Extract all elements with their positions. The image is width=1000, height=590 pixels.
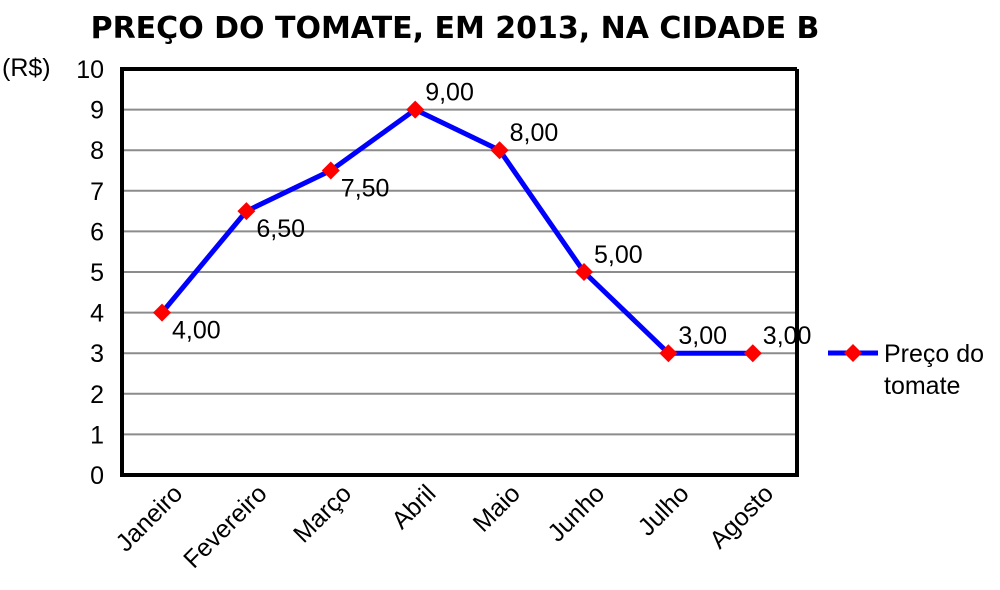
- data-point-marker: [743, 344, 762, 363]
- series-layer: [153, 100, 762, 363]
- data-label: 9,00: [425, 79, 474, 107]
- y-tick-label: 6: [90, 218, 104, 246]
- data-label: 4,00: [172, 317, 221, 345]
- y-tick-label: 9: [90, 97, 104, 125]
- y-tick-label: 8: [90, 137, 104, 165]
- y-tick-label: 3: [90, 340, 104, 368]
- data-point-marker: [237, 202, 256, 221]
- y-tick-label: 2: [90, 381, 104, 409]
- axes: [120, 67, 799, 477]
- data-point-marker: [575, 263, 593, 281]
- legend-label-line-2: tomate: [884, 372, 960, 400]
- data-labels: 4,00 6,50 7,50 9,00 8,00 5,00 3,00 3,00: [172, 79, 811, 351]
- legend-label-line-1: Preço do: [884, 340, 984, 368]
- x-tick-label: Agosto: [704, 479, 779, 554]
- y-tick-label: 5: [90, 259, 104, 287]
- data-point-marker: [406, 100, 425, 119]
- data-label: 5,00: [594, 241, 643, 269]
- data-label: 3,00: [763, 322, 812, 350]
- data-point-marker: [659, 344, 678, 363]
- data-label: 3,00: [678, 322, 727, 350]
- x-tick-label: Fevereiro: [178, 479, 272, 573]
- data-point-marker: [490, 141, 509, 160]
- legend: Preço do tomate: [828, 340, 984, 400]
- y-tick-label: 7: [90, 178, 104, 206]
- y-tick-label: 4: [90, 300, 104, 328]
- y-axis-label: (R$): [2, 54, 51, 82]
- data-point-marker: [321, 161, 340, 180]
- series-line: [160, 107, 753, 356]
- y-tick-labels: 0 1 2 3 4 5 6 7 8 9 10: [76, 56, 104, 490]
- x-tick-label: Janeiro: [110, 479, 188, 557]
- x-tick-label: Julho: [633, 479, 695, 541]
- chart-title: PREÇO DO TOMATE, EM 2013, NA CIDADE B: [91, 11, 820, 46]
- y-tick-label: 1: [90, 421, 104, 449]
- grid-lines: [122, 108, 797, 436]
- data-label: 7,50: [341, 175, 390, 203]
- data-label: 6,50: [256, 215, 305, 243]
- legend-marker: [844, 344, 862, 362]
- y-tick-label: 10: [76, 56, 104, 84]
- x-tick-label: Março: [288, 479, 357, 548]
- data-label: 8,00: [510, 119, 559, 147]
- x-tick-label: Junho: [542, 479, 610, 547]
- x-tick-label: Maio: [468, 479, 526, 537]
- x-tick-label: Abril: [386, 479, 441, 534]
- y-tick-label: 0: [90, 462, 104, 490]
- data-point-marker: [153, 303, 171, 322]
